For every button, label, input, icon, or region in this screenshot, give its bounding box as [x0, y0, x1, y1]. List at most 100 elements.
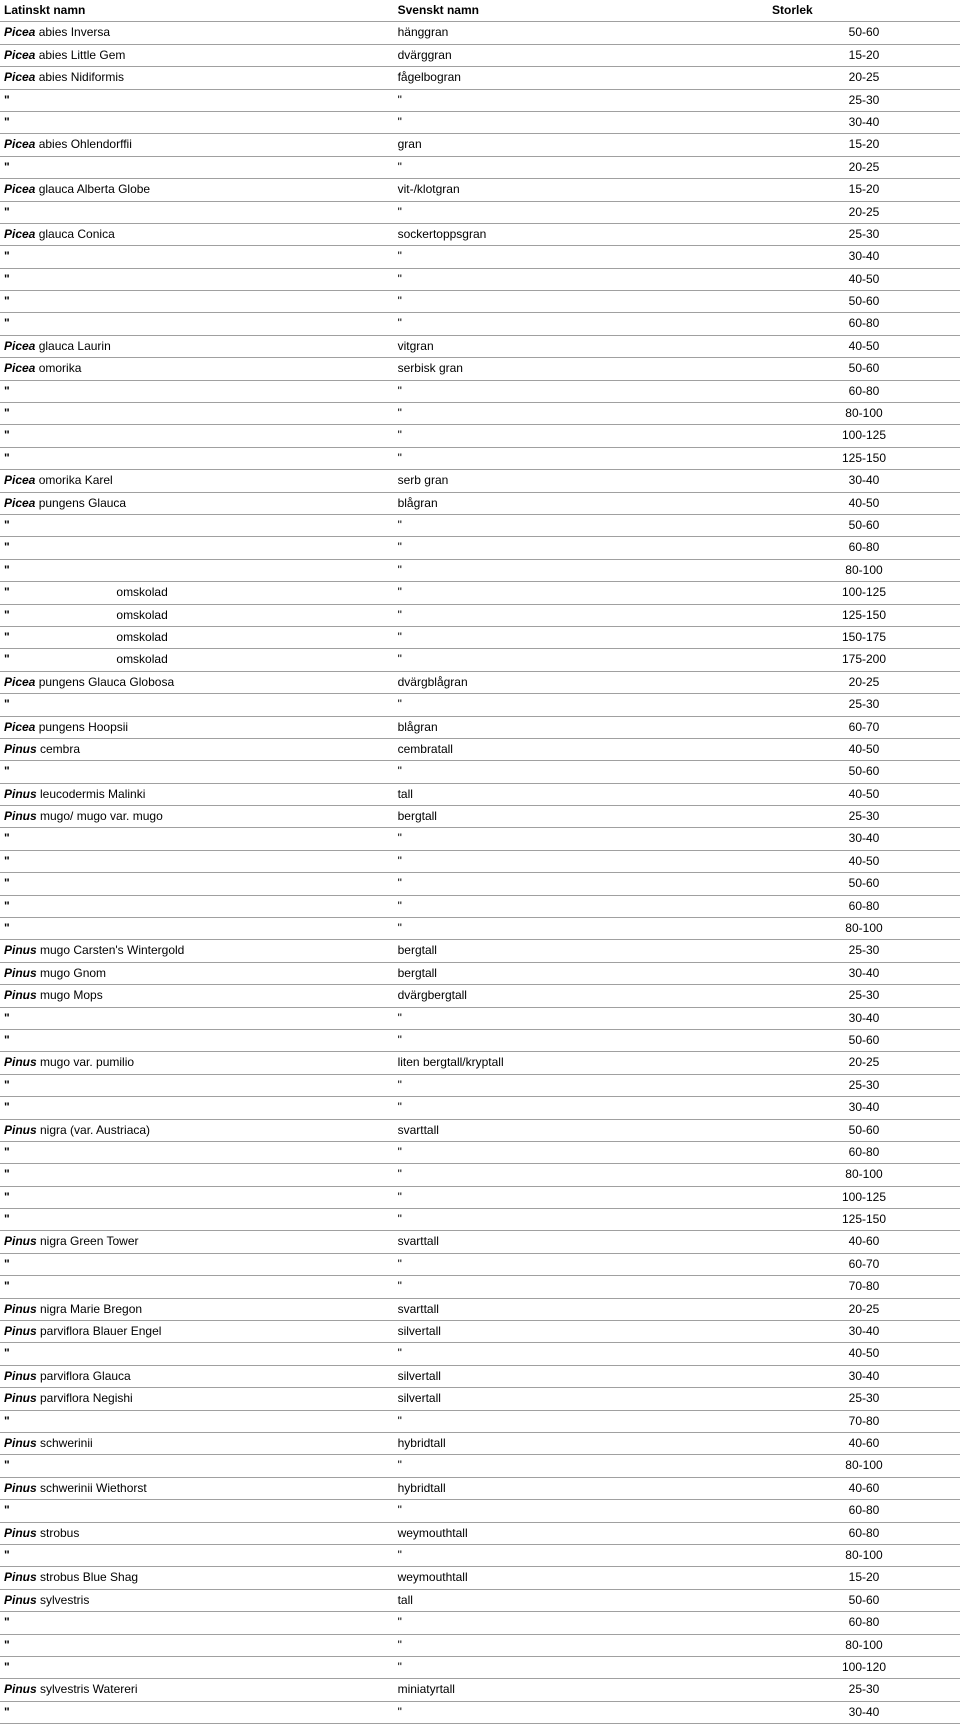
cell-svensk: miniatyrtall [394, 1679, 768, 1701]
cell-svensk: serbisk gran [394, 358, 768, 380]
cell-storlek: 60-80 [768, 1522, 960, 1544]
species-rest: schwerinii Wiethorst [37, 1481, 147, 1495]
cell-svensk: bergtall [394, 962, 768, 984]
cell-svensk: weymouthtall [394, 1567, 768, 1589]
cell-storlek: 20-25 [768, 671, 960, 693]
cell-storlek: 80-100 [768, 1455, 960, 1477]
genus: Pinus [4, 1391, 37, 1405]
cell-svensk: " [394, 1186, 768, 1208]
table-row: Picea abies Little Gemdvärggran15-20 [0, 44, 960, 66]
table-row: " omskolad"150-175 [0, 626, 960, 648]
genus: Pinus [4, 1481, 37, 1495]
ditto-mark: " [4, 1615, 10, 1629]
cell-latin: " [0, 403, 394, 425]
cell-svensk: " [394, 1500, 768, 1522]
table-row: ""125-150 [0, 1209, 960, 1231]
cell-latin: " [0, 761, 394, 783]
table-row: ""70-80 [0, 1410, 960, 1432]
table-row: Pinus mugo/ mugo var. mugobergtall25-30 [0, 806, 960, 828]
cell-svensk: bergtall [394, 940, 768, 962]
table-row: Pinus nigra (var. Austriaca)svarttall50-… [0, 1119, 960, 1141]
cell-svensk: " [394, 1455, 768, 1477]
cell-storlek: 80-100 [768, 403, 960, 425]
cell-storlek: 60-80 [768, 537, 960, 559]
cell-svensk: serb gran [394, 470, 768, 492]
table-row: ""20-25 [0, 201, 960, 223]
species-rest: abies Ohlendorffii [35, 137, 132, 151]
cell-svensk: " [394, 582, 768, 604]
table-row: ""60-80 [0, 1612, 960, 1634]
table-row: ""80-100 [0, 559, 960, 581]
cell-svensk: bergtall [394, 806, 768, 828]
cell-svensk: " [394, 313, 768, 335]
table-row: ""30-40 [0, 1097, 960, 1119]
cell-storlek: 40-50 [768, 738, 960, 760]
cell-svensk: " [394, 1097, 768, 1119]
table-row: ""40-50 [0, 850, 960, 872]
table-row: ""80-100 [0, 1455, 960, 1477]
cell-storlek: 60-70 [768, 1253, 960, 1275]
cell-svensk: " [394, 1074, 768, 1096]
cell-storlek: 175-200 [768, 649, 960, 671]
table-row: Pinus sylvestristall50-60 [0, 1589, 960, 1611]
cell-storlek: 40-60 [768, 1433, 960, 1455]
cell-svensk: tall [394, 783, 768, 805]
cell-latin: Pinus nigra Marie Bregon [0, 1298, 394, 1320]
species-rest: mugo Carsten's Wintergold [37, 943, 185, 957]
table-row: Pinus schwerinii Wiethorsthybridtall40-6… [0, 1477, 960, 1499]
cell-svensk: silvertall [394, 1388, 768, 1410]
cell-latin: " omskolad [0, 582, 394, 604]
genus: Pinus [4, 1570, 37, 1584]
ditto-mark: " [4, 876, 10, 890]
cell-svensk: " [394, 828, 768, 850]
species-rest: omorika Karel [35, 473, 112, 487]
cell-svensk: " [394, 873, 768, 895]
table-row: Pinus parviflora Negishisilvertall25-30 [0, 1388, 960, 1410]
table-body: Picea abies Inversahänggran50-60Picea ab… [0, 22, 960, 1724]
table-row: ""40-50 [0, 268, 960, 290]
genus: Pinus [4, 1682, 37, 1696]
cell-svensk: " [394, 246, 768, 268]
cell-latin: Pinus mugo Carsten's Wintergold [0, 940, 394, 962]
cell-latin: " [0, 1141, 394, 1163]
ditto-mark: " [4, 294, 10, 308]
ditto-mark: " [4, 1414, 10, 1428]
cell-storlek: 25-30 [768, 1388, 960, 1410]
ditto-mark: " [4, 272, 10, 286]
cell-storlek: 30-40 [768, 1365, 960, 1387]
ditto-mark: " [4, 1100, 10, 1114]
ditto-mark: " [4, 1033, 10, 1047]
table-row: ""50-60 [0, 291, 960, 313]
cell-latin: Picea abies Nidiformis [0, 67, 394, 89]
table-row: ""30-40 [0, 828, 960, 850]
table-row: ""60-80 [0, 895, 960, 917]
cell-svensk: " [394, 514, 768, 536]
table-row: ""80-100 [0, 1544, 960, 1566]
cell-storlek: 80-100 [768, 559, 960, 581]
cell-storlek: 20-25 [768, 156, 960, 178]
cell-svensk: " [394, 111, 768, 133]
cell-latin: " [0, 111, 394, 133]
table-row: " omskolad"175-200 [0, 649, 960, 671]
cell-storlek: 25-30 [768, 985, 960, 1007]
cell-svensk: vit-/klotgran [394, 179, 768, 201]
table-row: " omskolad"125-150 [0, 604, 960, 626]
cell-storlek: 80-100 [768, 1544, 960, 1566]
cell-svensk: " [394, 850, 768, 872]
cell-storlek: 100-120 [768, 1656, 960, 1678]
cell-svensk: " [394, 1612, 768, 1634]
cell-svensk: sockertoppsgran [394, 223, 768, 245]
table-row: Picea abies Inversahänggran50-60 [0, 22, 960, 44]
species-rest: mugo var. pumilio [37, 1055, 134, 1069]
cell-svensk: " [394, 1141, 768, 1163]
ditto-mark: " [4, 1503, 10, 1517]
ditto-mark: " [4, 1705, 10, 1719]
cell-svensk: " [394, 626, 768, 648]
species-rest: strobus Blue Shag [37, 1570, 138, 1584]
genus: Picea [4, 48, 35, 62]
cell-latin: " [0, 1007, 394, 1029]
ditto-mark: " [4, 1548, 10, 1562]
table-row: Picea glauca Alberta Globevit-/klotgran1… [0, 179, 960, 201]
ditto-mark: " [4, 384, 10, 398]
cell-latin: " [0, 1544, 394, 1566]
